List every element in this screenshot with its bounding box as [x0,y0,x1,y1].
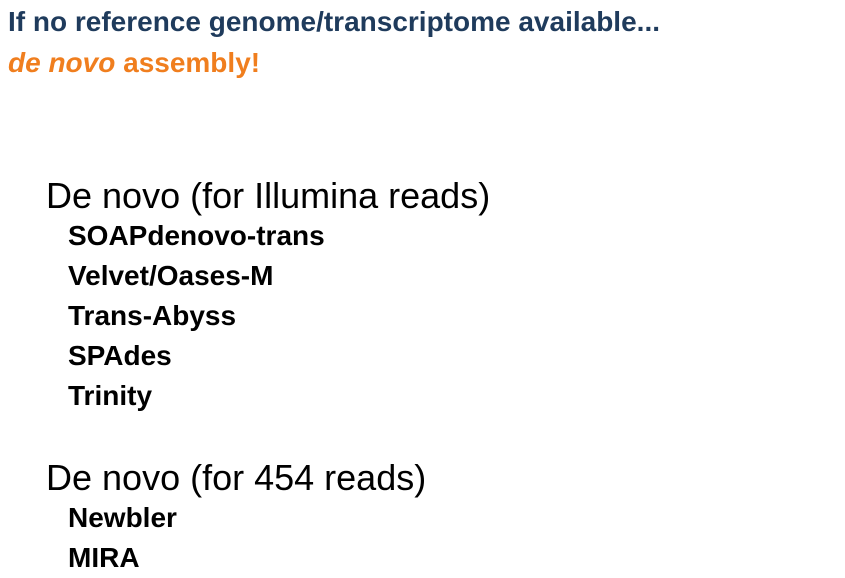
list-item: Newbler [68,502,177,533]
illumina-tool-list: SOAPdenovo-trans Velvet/Oases-M Trans-Ab… [46,216,490,416]
454-section: De novo (for 454 reads) Newbler MIRA [46,458,426,578]
list-item: SPAdes [68,340,172,371]
list-item: Trinity [68,380,153,411]
slide-subtitle: de novo assembly! [8,47,260,79]
list-item: SOAPdenovo-trans [68,220,325,251]
illumina-section: De novo (for Illumina reads) SOAPdenovo-… [46,176,490,416]
section-heading-454: De novo (for 454 reads) [46,457,427,498]
subtitle-italic-text: de novo [8,47,116,78]
454-tool-list: Newbler MIRA [46,498,426,578]
slide-title: If no reference genome/transcriptome ava… [8,6,660,37]
subtitle-rest-text: assembly! [115,47,261,78]
list-item: Trans-Abyss [68,300,237,331]
list-item: MIRA [68,542,140,573]
list-item: Velvet/Oases-M [68,260,274,291]
section-heading-illumina: De novo (for Illumina reads) [46,175,491,216]
